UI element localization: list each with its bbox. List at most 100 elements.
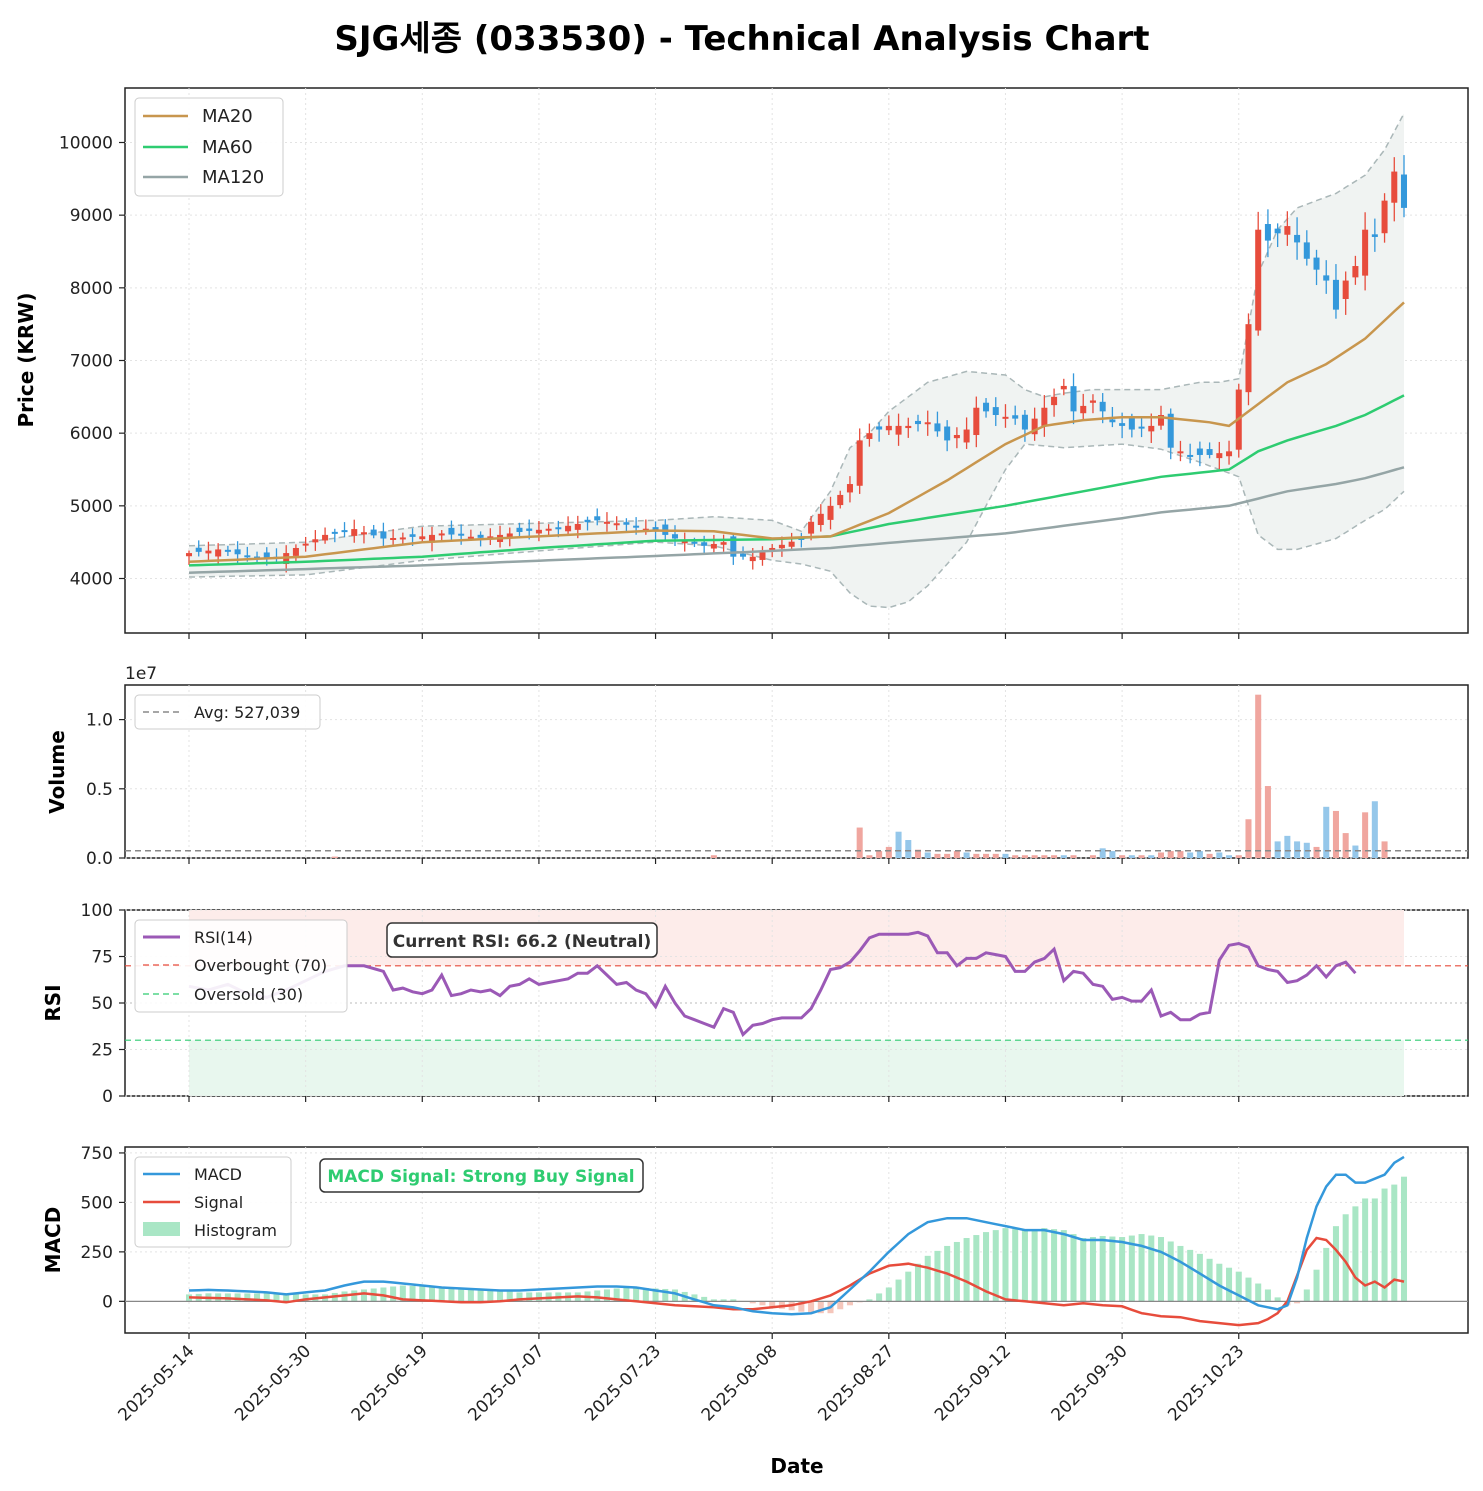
candle-down <box>701 542 708 546</box>
histogram-bar <box>244 1293 251 1302</box>
macd-legend: MACD Signal Histogram <box>134 1156 292 1248</box>
volume-bar <box>876 851 883 858</box>
histogram-bar <box>458 1287 465 1302</box>
candle-down <box>944 426 951 441</box>
candle-up <box>1089 400 1096 403</box>
histogram-bar <box>409 1286 416 1302</box>
histogram-bar <box>1060 1230 1067 1302</box>
volume-bar <box>1051 855 1058 858</box>
y-tick-label: 0.0 <box>86 849 113 869</box>
histogram-bar <box>1021 1230 1028 1302</box>
x-tick-label: 2025-07-23 <box>581 1341 665 1425</box>
volume-bar <box>1148 855 1155 858</box>
candle-up <box>1041 407 1048 427</box>
bollinger-lower-line <box>188 443 1405 609</box>
histogram-bar <box>234 1293 241 1302</box>
histogram-bar <box>710 1299 717 1302</box>
histogram-bar <box>1216 1263 1223 1302</box>
volume-bar <box>1323 806 1330 858</box>
x-tick-label: 2025-05-30 <box>231 1341 315 1425</box>
volume-legend: Avg: 527,039 <box>134 694 321 730</box>
histogram-bar <box>953 1241 960 1302</box>
histogram-bar <box>1342 1214 1349 1302</box>
volume-bar <box>1119 855 1126 858</box>
volume-bar <box>866 855 873 858</box>
candle-down <box>380 531 387 539</box>
y-tick-label: 0.5 <box>86 780 113 800</box>
macd-line <box>188 1155 1405 1316</box>
histogram-bar <box>1089 1237 1096 1302</box>
candle-up <box>1157 415 1165 426</box>
histogram-bar <box>1041 1228 1048 1302</box>
current-rsi-box: Current RSI: 66.2 (Neutral) <box>386 922 658 958</box>
y-tick-label: 7000 <box>70 352 113 372</box>
candle-up <box>866 433 873 439</box>
candle-up <box>885 425 892 431</box>
candle-up <box>1031 418 1038 435</box>
candle-up <box>788 541 795 547</box>
histogram-bar <box>798 1301 805 1312</box>
volume-bar <box>1226 855 1233 858</box>
legend-ma20: MA20 <box>202 106 253 127</box>
candle-down <box>1099 401 1106 412</box>
macd-panel: 0 250 500 750 MACD MACD Signal Histogram MA… <box>41 1144 1469 1334</box>
candle-up <box>613 523 620 526</box>
x-axis-label: Date <box>770 1454 823 1478</box>
y-tick-label: 0 <box>102 1087 113 1107</box>
y-tick-label: 8000 <box>70 279 113 299</box>
histogram-bar <box>1196 1253 1203 1302</box>
volume-bar <box>895 831 902 858</box>
histogram-bar <box>1002 1228 1009 1302</box>
y-tick-label: 75 <box>91 948 113 968</box>
legend-rsi: RSI(14) <box>194 928 253 947</box>
candle-down <box>555 527 562 530</box>
candle-down <box>730 536 737 557</box>
candle-up <box>720 542 727 545</box>
candle-down <box>1167 413 1174 448</box>
candle-up <box>603 521 610 524</box>
signal-line <box>188 1236 1405 1327</box>
candle-up <box>963 429 970 443</box>
volume-bar <box>1041 855 1048 858</box>
volume-bar <box>1167 851 1174 858</box>
candle-up <box>390 537 397 540</box>
legend-oversold: Oversold (30) <box>194 985 303 1004</box>
candle-down <box>633 525 640 528</box>
volume-bar <box>1060 855 1067 858</box>
volume-bar <box>1274 841 1281 858</box>
candle-down <box>740 553 747 557</box>
candle-up <box>302 543 309 546</box>
x-tick-label: 2025-08-08 <box>698 1341 782 1425</box>
histogram-bar <box>934 1250 941 1302</box>
current-rsi-label: Current RSI: 66.2 (Neutral) <box>393 932 651 952</box>
candle-down <box>1274 228 1281 234</box>
candle-up <box>1226 451 1233 457</box>
candle-down <box>1187 454 1194 457</box>
volume-bar <box>1264 786 1271 858</box>
candle-up <box>215 549 222 557</box>
candle-up <box>467 536 474 539</box>
histogram-bar <box>749 1301 756 1304</box>
histogram-bar <box>1226 1267 1233 1302</box>
volume-bar <box>1332 810 1339 858</box>
candle-up <box>545 528 552 531</box>
candle-down <box>477 534 484 538</box>
candle-down <box>1109 419 1116 423</box>
histogram-bar <box>1400 1176 1408 1302</box>
histogram-bar <box>292 1293 299 1302</box>
candle-up <box>1216 453 1223 459</box>
histogram-bar <box>467 1287 474 1302</box>
histogram-bar <box>516 1292 523 1302</box>
candle-down <box>1021 414 1028 430</box>
y-tick-label: 1.0 <box>86 711 113 731</box>
histogram-bar <box>1274 1297 1281 1302</box>
histogram-bar <box>1148 1235 1155 1302</box>
y-tick-label: 500 <box>81 1193 113 1213</box>
candle-up <box>565 525 572 532</box>
candle-down <box>341 530 348 533</box>
histogram-bar <box>652 1288 659 1302</box>
volume-bar <box>1089 855 1096 858</box>
candle-up <box>1177 451 1184 454</box>
candle-down <box>1371 234 1378 237</box>
volume-bar <box>1099 848 1106 858</box>
